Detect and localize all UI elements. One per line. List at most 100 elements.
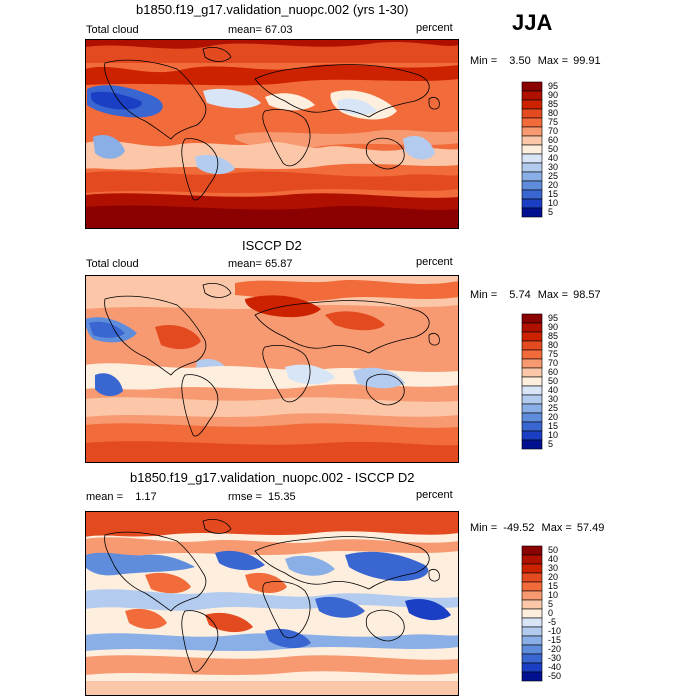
panel-1-colorbar-swatch [521, 198, 543, 209]
panel-2-colorbar-swatch [521, 340, 543, 351]
panel-2-colorbar-swatch [521, 394, 543, 405]
panel-1-colorbar-label: 50 [548, 144, 558, 154]
panel-1-variable-label: Total cloud [86, 24, 139, 36]
panel-2-colorbar-swatches [521, 313, 543, 450]
panel-3-colorbar-swatch [521, 662, 543, 673]
panel-2-colorbar-swatch [521, 439, 543, 450]
panel-3-colorbar-label: -10 [548, 626, 561, 636]
season-label: JJA [512, 10, 553, 35]
panel-3-colorbar-swatch [521, 581, 543, 592]
panel-2-colorbar-label: 60 [548, 367, 558, 377]
panel-2-max-value: 98.57 [573, 289, 601, 301]
panel-1-min-value: 3.50 [509, 55, 531, 67]
panel-3-colorbar-label: -30 [548, 653, 561, 663]
panel-3-colorbar-swatch [521, 653, 543, 664]
panel-1-colorbar-label: 60 [548, 135, 558, 145]
panel-2-colorbar-label: 25 [548, 403, 558, 413]
panel-3-colorbar-label: 40 [548, 554, 558, 564]
panel-3-units-label: percent [416, 489, 453, 501]
panel-1-colorbar-label: 85 [548, 99, 558, 109]
panel-2-title: ISCCP D2 [242, 238, 302, 253]
panel-2-colorbar-swatch [521, 376, 543, 387]
panel-2-colorbar-swatch [521, 367, 543, 378]
panel-2-colorbar-swatch [521, 322, 543, 333]
panel-2-colorbar-swatch [521, 421, 543, 432]
panel-2-colorbar-swatch [521, 403, 543, 414]
panel-1-colorbar-label: 90 [548, 90, 558, 100]
panel-3-map [85, 511, 459, 696]
panel-1-colorbar-swatch [521, 117, 543, 128]
panel-2-colorbar-label: 75 [548, 349, 558, 359]
panel-1-colorbar-label: 15 [548, 189, 558, 199]
panel-3-colorbar-label: 10 [548, 590, 558, 600]
panel-1-min-label: Min = [470, 55, 498, 67]
panel-2-colorbar-label: 50 [548, 376, 558, 386]
panel-1-mean-label: mean= 67.03 [228, 24, 293, 36]
panel-2-colorbar-label: 20 [548, 412, 558, 422]
panel-1-colorbar-label: 30 [548, 162, 558, 172]
panel-3-title: b1850.f19_g17.validation_nuopc.002 - ISC… [130, 470, 415, 485]
panel-1-colorbar-label: 25 [548, 171, 558, 181]
panel-1-colorbar-label: 5 [548, 207, 553, 217]
panel-1-colorbar-swatch [521, 162, 543, 173]
panel-3-mean-label: mean = 1.17 [86, 491, 157, 503]
panel-2-colorbar-label: 95 [548, 313, 558, 323]
panel-3-colorbar-swatch [521, 626, 543, 637]
panel-2-colorbar-label: 70 [548, 358, 558, 368]
panel-3-max-label: Max = [541, 522, 572, 534]
panel-2-colorbar-swatch [521, 412, 543, 423]
panel-1-map [85, 39, 459, 229]
panel-3-colorbar-swatches [521, 545, 543, 682]
panel-1-colorbar-label: 10 [548, 198, 558, 208]
panel-2-colorbar-label: 80 [548, 340, 558, 350]
panel-1-max-label: Max = [537, 55, 569, 67]
panel-1-colorbar-label: 40 [548, 153, 558, 163]
panel-3-colorbar-label: -15 [548, 635, 561, 645]
panel-2-colorbar-label: 90 [548, 322, 558, 332]
panel-2-colorbar-label: 30 [548, 394, 558, 404]
panel-2-colorbar-swatch [521, 331, 543, 342]
panel-1-colorbar-swatch [521, 153, 543, 164]
panel-2-colorbar-swatch [521, 349, 543, 360]
panel-2-colorbar-label: 40 [548, 385, 558, 395]
panel-1-units-label: percent [416, 22, 453, 34]
panel-3-colorbar-swatch [521, 554, 543, 565]
panel-3-colorbar-label: 15 [548, 581, 558, 591]
panel-2-colorbar-label: 10 [548, 430, 558, 440]
panel-1-colorbar-swatch [521, 171, 543, 182]
panel-2-min-max: Min = 5.74 Max = 98.57 [470, 289, 601, 301]
panel-1-title: b1850.f19_g17.validation_nuopc.002 (yrs … [136, 2, 409, 17]
panel-3-colorbar-label: -50 [548, 671, 561, 681]
panel-3-colorbar-label: 20 [548, 572, 558, 582]
panel-3-colorbar-label: 5 [548, 599, 553, 609]
panel-1-colorbar-swatch [521, 108, 543, 119]
panel-2-min-value: 5.74 [509, 289, 531, 301]
panel-3-colorbar-swatch [521, 572, 543, 583]
panel-3-colorbar-label: -20 [548, 644, 561, 654]
panel-2-colorbar-label: 15 [548, 421, 558, 431]
panel-3-colorbar-swatch [521, 617, 543, 628]
panel-3-min-value: -49.52 [503, 522, 535, 534]
panel-3-colorbar-swatch [521, 545, 543, 556]
panel-3-colorbar-label: -40 [548, 662, 561, 672]
panel-2-colorbar-swatch [521, 313, 543, 324]
panel-3-min-max: Min = -49.52 Max = 57.49 [470, 522, 604, 534]
panel-1-colorbar-label: 95 [548, 81, 558, 91]
panel-3-min-label: Min = [470, 522, 498, 534]
panel-2-variable-label: Total cloud [86, 258, 139, 270]
panel-1-colorbar-label: 80 [548, 108, 558, 118]
panel-1-colorbar-swatch [521, 189, 543, 200]
panel-3-colorbar-swatch [521, 599, 543, 610]
panel-1-colorbar-swatches [521, 81, 543, 218]
panel-1-colorbar-swatch [521, 99, 543, 110]
panel-2-colorbar-swatch [521, 430, 543, 441]
panel-3-colorbar-swatch [521, 635, 543, 646]
panel-3-colorbar-swatch [521, 644, 543, 655]
panel-2-max-label: Max = [537, 289, 569, 301]
